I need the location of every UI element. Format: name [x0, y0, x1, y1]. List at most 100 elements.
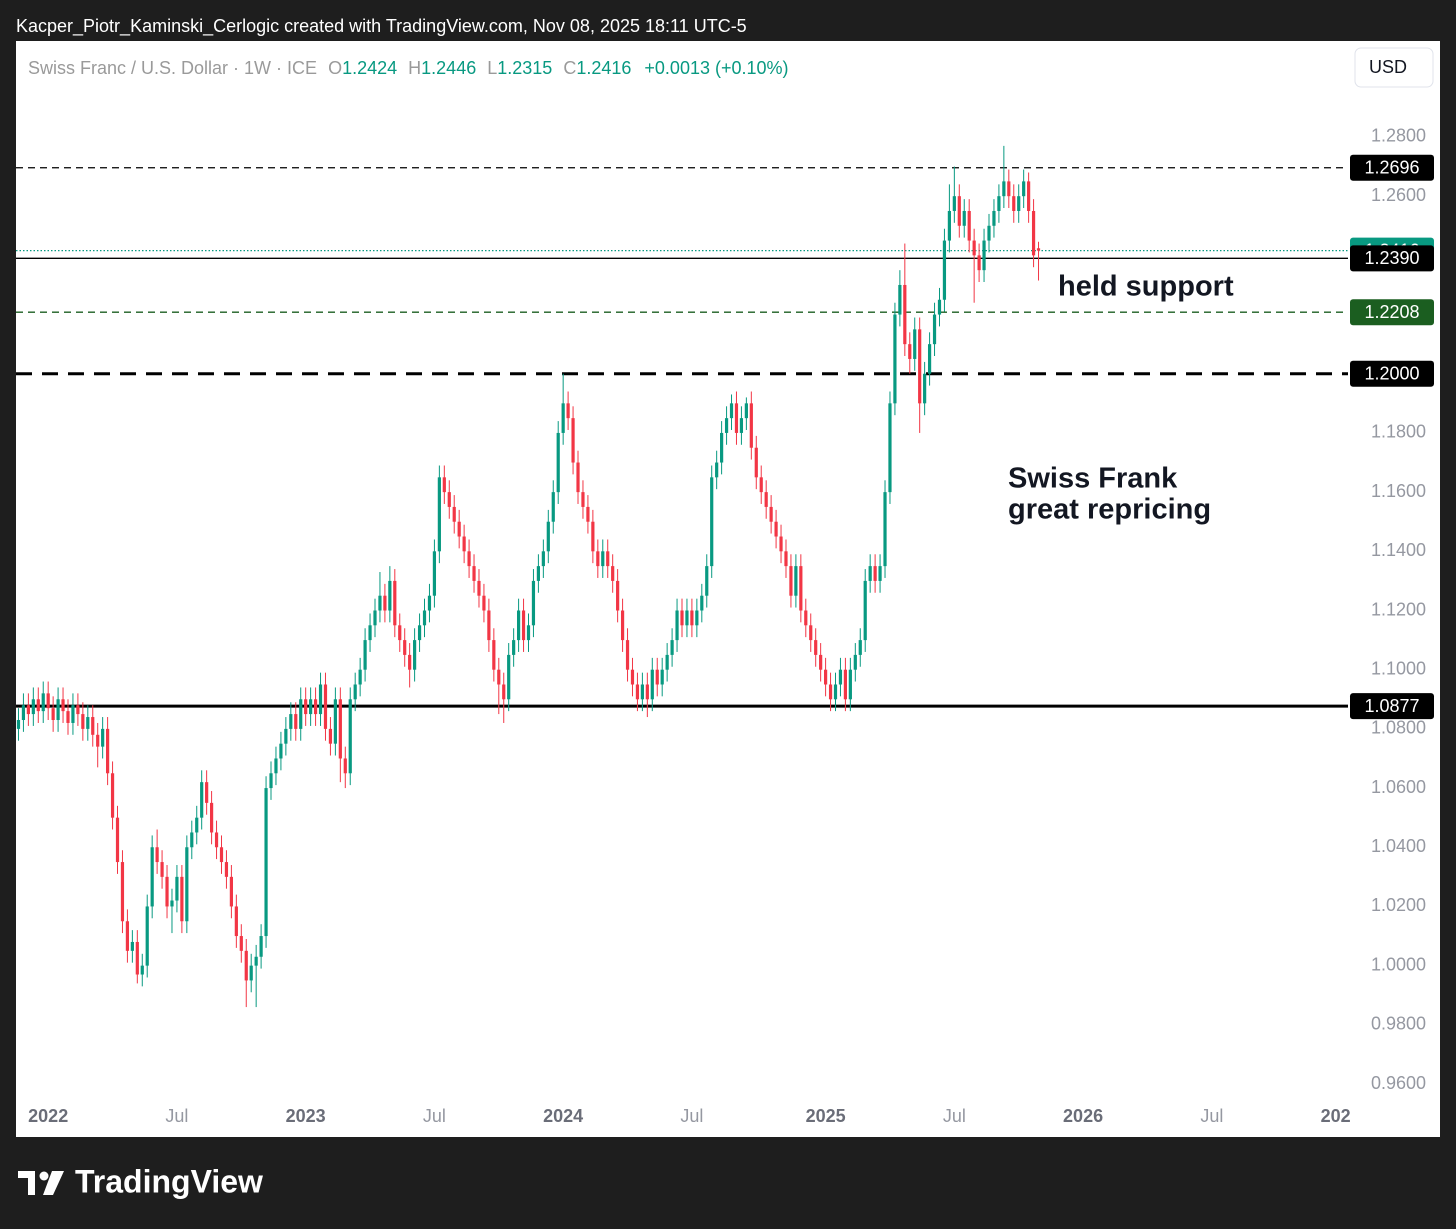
candle-body	[284, 728, 288, 744]
candle-body	[1007, 181, 1011, 197]
candle-body	[333, 699, 337, 744]
candle-body	[1027, 181, 1031, 211]
price-label: 1.0877	[1364, 696, 1419, 716]
price-label: 1.2696	[1364, 158, 1419, 178]
candle-body	[947, 210, 951, 241]
candle-body	[373, 610, 377, 626]
candle-body	[120, 862, 125, 922]
x-tick-label: 2026	[1063, 1106, 1103, 1126]
candle-body	[923, 373, 927, 404]
candle-body	[952, 196, 956, 211]
candle-body	[680, 610, 684, 626]
candle-body	[398, 625, 402, 641]
candle-body	[452, 506, 456, 522]
candle-body	[274, 758, 278, 774]
candle-body	[650, 669, 654, 700]
candle-body	[482, 595, 486, 611]
candle-body	[809, 625, 813, 641]
candle-body	[546, 521, 550, 552]
x-tick-label: Jul	[423, 1106, 446, 1126]
candle-body	[279, 743, 283, 759]
candle-body	[264, 788, 268, 937]
candle-body	[363, 640, 367, 670]
y-tick-label: 0.9600	[1371, 1073, 1426, 1093]
candle-body	[36, 699, 40, 712]
candle-body	[21, 705, 26, 721]
candle-body	[254, 956, 258, 966]
candle-body	[140, 965, 144, 975]
candle-body	[1022, 181, 1026, 197]
candle-body	[635, 684, 640, 700]
candle-body	[393, 580, 397, 626]
candle-body	[521, 610, 526, 641]
candle-body	[863, 580, 867, 641]
candle-body	[1012, 196, 1016, 211]
price-label-box	[1350, 154, 1434, 181]
candle-body	[843, 669, 848, 700]
candle-body	[31, 699, 35, 715]
candle-body	[383, 595, 387, 611]
candle-body	[1031, 210, 1036, 256]
candle-body	[868, 566, 872, 581]
candle-body	[318, 684, 323, 715]
candle-body	[591, 521, 595, 552]
candle-body	[41, 693, 45, 712]
candle-body	[729, 403, 734, 419]
candle-body	[135, 941, 139, 975]
candle-body	[294, 714, 298, 729]
y-tick-label: 1.0800	[1371, 718, 1426, 738]
candle-body	[200, 782, 204, 818]
price-label-box	[1350, 245, 1434, 272]
candle-body	[328, 728, 333, 744]
candle-body	[106, 728, 110, 774]
candle-body	[883, 492, 887, 567]
candle-body	[145, 906, 149, 966]
candle-body	[512, 640, 516, 655]
candle-body	[432, 551, 437, 596]
candle-body	[96, 734, 100, 747]
candle-body	[616, 580, 620, 611]
candle-body	[551, 492, 555, 522]
candle-body	[670, 640, 674, 655]
price-label-box	[1350, 360, 1434, 387]
candle-body	[378, 595, 382, 611]
candle-body	[878, 566, 882, 581]
candle-body	[165, 876, 169, 907]
candle-body	[581, 492, 585, 507]
candle-body	[180, 876, 184, 922]
currency-label[interactable]: USD	[1369, 57, 1407, 77]
candle-body	[903, 284, 907, 345]
candle-body	[888, 403, 892, 493]
candle-body	[640, 684, 644, 700]
candle-body	[987, 225, 991, 241]
ohlc-value: 1.2315	[497, 58, 552, 78]
candle-body	[442, 477, 446, 493]
candle-body	[571, 418, 575, 463]
candle-body	[403, 640, 407, 655]
candle-body	[323, 684, 328, 729]
candle-body	[918, 329, 922, 404]
y-tick-label: 1.1400	[1371, 540, 1426, 560]
annotation: great repricing	[1008, 494, 1211, 526]
candle-body	[823, 669, 828, 685]
candle-body	[828, 684, 833, 700]
candle-body	[502, 684, 506, 700]
candle-body	[804, 610, 808, 626]
currency-button[interactable]	[1354, 47, 1434, 88]
candle-body	[586, 506, 590, 522]
candle-body	[625, 640, 630, 670]
candle-body	[754, 447, 758, 478]
logo-mark	[39, 1171, 49, 1181]
chart-panel	[16, 41, 1440, 1137]
candle-body	[908, 344, 912, 359]
candle-body	[408, 654, 412, 670]
candle-body	[972, 240, 976, 256]
ohlc-value: 1.2446	[421, 58, 476, 78]
x-tick-label: Jul	[943, 1106, 966, 1126]
candle-body	[541, 551, 545, 567]
candle-body	[1002, 181, 1006, 197]
x-tick-label: Jul	[1200, 1106, 1223, 1126]
candle-body	[299, 699, 303, 729]
candle-body	[86, 717, 90, 729]
candle-body	[343, 758, 347, 774]
